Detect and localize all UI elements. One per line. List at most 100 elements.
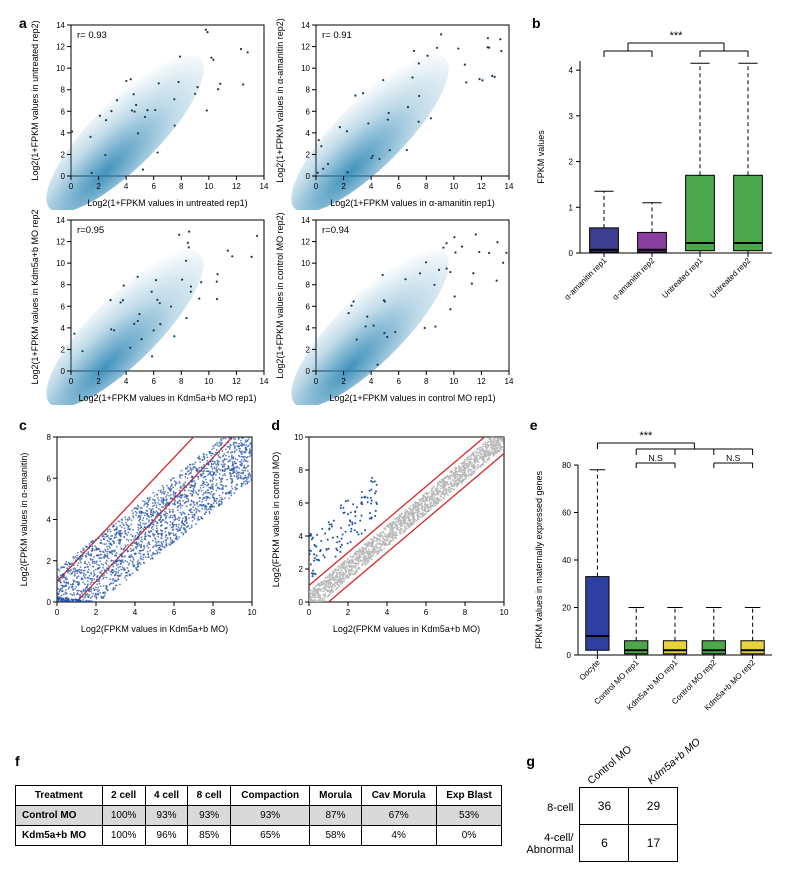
svg-text:0: 0 (566, 651, 571, 660)
svg-text:3: 3 (569, 112, 574, 121)
svg-text:6: 6 (151, 377, 156, 386)
svg-text:0: 0 (307, 608, 312, 617)
svg-text:r=0.94: r=0.94 (322, 225, 349, 236)
svg-text:10: 10 (248, 608, 257, 617)
svg-text:Untreated rep2: Untreated rep2 (708, 256, 752, 300)
svg-text:2: 2 (96, 182, 101, 191)
svg-text:8: 8 (463, 608, 468, 617)
svg-text:FPKM values: FPKM values (536, 130, 546, 184)
svg-text:Log2(1+FPKM values in untreate: Log2(1+FPKM values in untreated rep2) (30, 20, 40, 180)
svg-text:14: 14 (505, 182, 514, 191)
panel-a-plot-1: 0022446688101012121414Log2(1+FPKM values… (270, 15, 515, 210)
panel-a-plot-3: 0022446688101012121414Log2(1+FPKM values… (270, 210, 515, 405)
svg-text:Log2(1+FPKM values in α-amanit: Log2(1+FPKM values in α-amanitin rep2) (275, 18, 285, 183)
svg-text:0: 0 (69, 377, 74, 386)
svg-text:4: 4 (61, 129, 66, 138)
svg-text:8: 8 (306, 86, 311, 95)
panel-b-boxplot: 01234FPKM valuesα-amanitin rep1α-amaniti… (530, 29, 785, 329)
svg-text:0: 0 (306, 172, 311, 181)
svg-text:4: 4 (299, 532, 304, 541)
svg-text:8: 8 (179, 182, 184, 191)
panel-c-scatter: 024681002468Log2(FPKM values in Kdm5a+b … (15, 431, 267, 636)
panel-f-table: Treatment2 cell4 cell8 cellCompactionMor… (15, 785, 502, 846)
svg-text:6: 6 (47, 474, 52, 483)
svg-text:2: 2 (94, 608, 99, 617)
svg-text:10: 10 (204, 377, 213, 386)
svg-text:0: 0 (306, 367, 311, 376)
svg-text:10: 10 (301, 259, 310, 268)
svg-text:60: 60 (562, 509, 571, 518)
svg-text:4: 4 (369, 182, 374, 191)
svg-text:12: 12 (232, 182, 241, 191)
panel-a-plot-2: 0022446688101012121414Log2(1+FPKM values… (25, 210, 270, 405)
svg-text:14: 14 (505, 377, 514, 386)
svg-text:6: 6 (172, 608, 177, 617)
svg-text:4: 4 (369, 377, 374, 386)
svg-text:r=0.95: r=0.95 (77, 225, 104, 236)
svg-text:4: 4 (306, 324, 311, 333)
svg-text:4: 4 (385, 608, 390, 617)
svg-text:2: 2 (569, 158, 574, 167)
svg-text:12: 12 (301, 43, 310, 52)
svg-text:6: 6 (299, 499, 304, 508)
svg-text:2: 2 (306, 150, 311, 159)
svg-text:2: 2 (96, 377, 101, 386)
panel-g-grid: 8-cell4-cell/ Abnormal Control MOKdm5a+b… (526, 753, 785, 862)
svg-text:2: 2 (306, 345, 311, 354)
svg-text:10: 10 (449, 377, 458, 386)
svg-text:r= 0.93: r= 0.93 (77, 30, 107, 41)
svg-text:14: 14 (260, 377, 269, 386)
svg-text:Log2(1+FPKM values in control: Log2(1+FPKM values in control MO rep2) (275, 212, 285, 378)
panel-e-boxplot: 020406080FPKM values in maternally expre… (528, 431, 785, 731)
svg-text:2: 2 (341, 377, 346, 386)
svg-text:N.S: N.S (726, 453, 741, 463)
svg-text:0: 0 (47, 598, 52, 607)
svg-text:0: 0 (314, 377, 319, 386)
svg-text:80: 80 (562, 461, 571, 470)
svg-text:1: 1 (569, 203, 574, 212)
panel-g-label: g (526, 753, 535, 769)
svg-text:10: 10 (294, 433, 303, 442)
svg-text:2: 2 (341, 182, 346, 191)
svg-text:8: 8 (61, 281, 66, 290)
panel-d-scatter: 02468100246810Log2(FPKM values in Kdm5a+… (267, 431, 519, 636)
svg-text:6: 6 (306, 302, 311, 311)
svg-text:Log2(FPKM values in α-amanitin: Log2(FPKM values in α-amanitin) (19, 453, 29, 587)
svg-text:6: 6 (424, 608, 429, 617)
svg-text:Log2(FPKM values in Kdm5a+b MO: Log2(FPKM values in Kdm5a+b MO) (81, 624, 228, 634)
svg-text:r= 0.91: r= 0.91 (322, 30, 352, 41)
svg-text:0: 0 (69, 182, 74, 191)
svg-text:4: 4 (61, 324, 66, 333)
svg-text:14: 14 (301, 21, 310, 30)
panel-f-label: f (15, 753, 502, 769)
svg-text:Log2(1+FPKM values in Kdm5a+b: Log2(1+FPKM values in Kdm5a+b MO rep1) (78, 393, 256, 403)
svg-text:10: 10 (204, 182, 213, 191)
svg-text:8: 8 (424, 182, 429, 191)
svg-text:4: 4 (569, 66, 574, 75)
svg-text:0: 0 (569, 249, 574, 258)
svg-text:Log2(1+FPKM values in untreate: Log2(1+FPKM values in untreated rep1) (87, 198, 247, 208)
svg-text:Log2(1+FPKM values in Kdm5a+b: Log2(1+FPKM values in Kdm5a+b MO rep2) (30, 210, 40, 385)
svg-text:***: *** (639, 431, 653, 442)
svg-text:N.S: N.S (648, 453, 663, 463)
panel-a-label: a (19, 15, 27, 31)
panel-c-label: c (19, 417, 27, 433)
svg-text:12: 12 (56, 43, 65, 52)
svg-text:14: 14 (260, 182, 269, 191)
svg-text:4: 4 (306, 129, 311, 138)
svg-text:Log2(FPKM values in control MO: Log2(FPKM values in control MO) (271, 452, 281, 588)
svg-text:8: 8 (61, 86, 66, 95)
svg-text:0: 0 (55, 608, 60, 617)
svg-text:2: 2 (47, 557, 52, 566)
svg-text:8: 8 (211, 608, 216, 617)
svg-text:10: 10 (56, 64, 65, 73)
svg-text:Log2(FPKM values in Kdm5a+b MO: Log2(FPKM values in Kdm5a+b MO) (333, 624, 480, 634)
panel-d-label: d (271, 417, 280, 433)
svg-text:20: 20 (562, 604, 571, 613)
svg-text:14: 14 (301, 216, 310, 225)
svg-text:2: 2 (346, 608, 351, 617)
svg-text:4: 4 (133, 608, 138, 617)
svg-text:4: 4 (124, 377, 129, 386)
svg-text:8: 8 (306, 281, 311, 290)
svg-text:2: 2 (61, 150, 66, 159)
